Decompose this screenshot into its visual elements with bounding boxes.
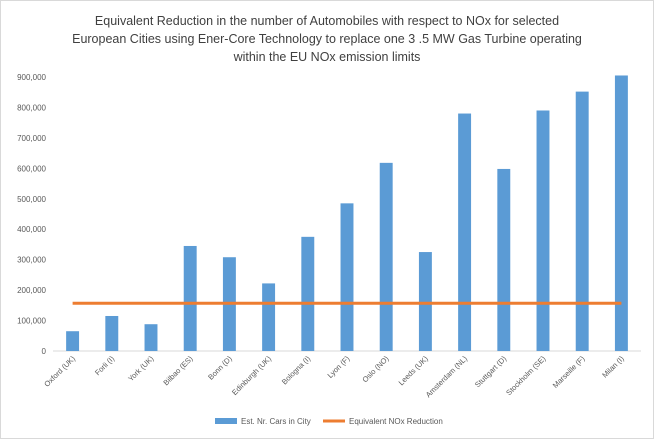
y-tick-label: 500,000 bbox=[17, 195, 46, 204]
bar bbox=[418, 252, 432, 351]
bar bbox=[458, 113, 472, 352]
y-tick-label: 0 bbox=[42, 347, 47, 356]
bar bbox=[340, 203, 354, 351]
legend-label-cars: Est. Nr. Cars in City bbox=[241, 417, 311, 426]
bar bbox=[262, 283, 276, 351]
bar bbox=[614, 75, 628, 351]
x-tick-label: Bologna (I) bbox=[280, 354, 313, 387]
bar bbox=[497, 168, 511, 351]
y-tick-label: 700,000 bbox=[17, 134, 46, 143]
x-tick-label: Amsterdam (NL) bbox=[424, 354, 470, 400]
bar-series bbox=[66, 75, 628, 352]
legend-swatch-cars bbox=[215, 418, 237, 424]
x-tick-label: Stuttgart (D) bbox=[473, 354, 509, 390]
legend: Est. Nr. Cars in City Equivalent NOx Red… bbox=[215, 417, 443, 426]
y-tick-label: 100,000 bbox=[17, 317, 46, 326]
bar bbox=[379, 162, 393, 351]
y-tick-label: 600,000 bbox=[17, 164, 46, 173]
x-tick-label: Oxford (UK) bbox=[42, 354, 77, 389]
chart-title: Equivalent Reduction in the number of Au… bbox=[72, 14, 582, 64]
x-tick-label: Bilbao (ES) bbox=[161, 354, 195, 388]
x-tick-label: Bonn (D) bbox=[206, 354, 234, 382]
bar bbox=[144, 324, 158, 351]
x-tick-label: Milan (I) bbox=[600, 354, 626, 380]
x-tick-label: Edinburgh (UK) bbox=[230, 354, 273, 397]
x-axis: Oxford (UK) Forli (I) York (UK) Bilbao (ES)… bbox=[42, 354, 626, 400]
x-tick-label: Marseille (F) bbox=[551, 354, 587, 390]
x-tick-label: Lyon (F) bbox=[325, 354, 351, 380]
chart-title-line-3: within the EU NOx emission limits bbox=[233, 50, 421, 64]
bar bbox=[105, 315, 119, 351]
x-tick-label: Forli (I) bbox=[93, 354, 117, 378]
x-tick-label: York (UK) bbox=[126, 354, 156, 384]
chart-title-line-2: European Cities using Ener-Core Technolo… bbox=[72, 32, 582, 46]
legend-label-nox: Equivalent NOx Reduction bbox=[349, 417, 443, 426]
bar bbox=[183, 245, 197, 351]
chart-title-line-1: Equivalent Reduction in the number of Au… bbox=[95, 14, 559, 28]
bar bbox=[536, 110, 550, 351]
bar bbox=[301, 236, 315, 351]
y-axis: 0 100,000 200,000 300,000 400,000 500,000 600,… bbox=[17, 73, 46, 356]
y-tick-label: 300,000 bbox=[17, 256, 46, 265]
y-tick-label: 200,000 bbox=[17, 286, 46, 295]
x-tick-label: Leeds (UK) bbox=[397, 354, 431, 388]
x-tick-label: Stockholm (SE) bbox=[504, 354, 548, 398]
y-tick-label: 900,000 bbox=[17, 73, 46, 82]
y-tick-label: 400,000 bbox=[17, 225, 46, 234]
y-tick-label: 800,000 bbox=[17, 103, 46, 112]
bar bbox=[66, 331, 80, 351]
bar bbox=[575, 91, 589, 351]
x-tick-label: Oslo (NO) bbox=[360, 354, 391, 385]
